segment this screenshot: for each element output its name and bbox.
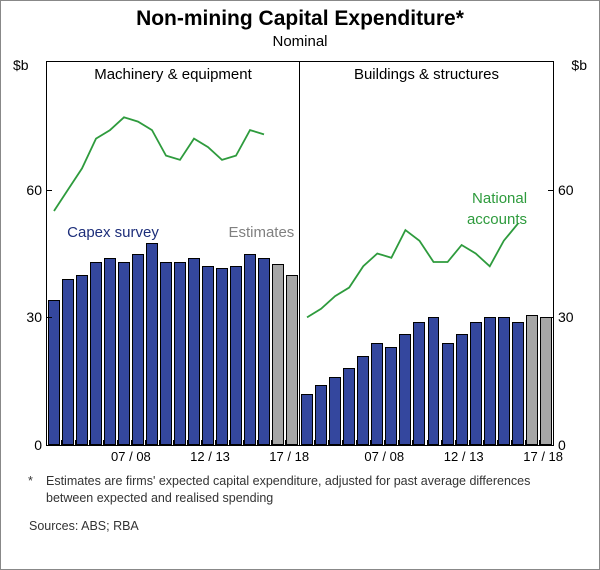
tick-mark bbox=[370, 440, 371, 445]
tick-mark bbox=[511, 440, 512, 445]
tick-mark bbox=[398, 440, 399, 445]
panel-left: Machinery & equipment Capex surveyEstima… bbox=[47, 62, 300, 445]
x-tick-label: 12 / 13 bbox=[190, 449, 230, 464]
tick-mark bbox=[548, 317, 553, 318]
tick-mark bbox=[47, 190, 52, 191]
tick-mark bbox=[412, 440, 413, 445]
y-tick-label: 60 bbox=[553, 182, 574, 198]
tick-mark bbox=[47, 317, 52, 318]
tick-mark bbox=[525, 440, 526, 445]
tick-mark bbox=[61, 440, 62, 445]
tick-mark bbox=[159, 440, 160, 445]
y-tick-label: 30 bbox=[553, 309, 574, 325]
chart-subtitle: Nominal bbox=[1, 33, 599, 50]
series-label: Estimates bbox=[228, 224, 294, 241]
x-tick-label: 17 / 18 bbox=[269, 449, 309, 464]
tick-mark bbox=[356, 440, 357, 445]
tick-mark bbox=[314, 440, 315, 445]
tick-mark bbox=[384, 440, 385, 445]
tick-mark bbox=[243, 440, 244, 445]
y-tick-label: 60 bbox=[26, 182, 47, 198]
series-label: Capex survey bbox=[67, 224, 159, 241]
tick-mark bbox=[328, 440, 329, 445]
chart-title: Non-mining Capital Expenditure* bbox=[1, 7, 599, 31]
tick-mark bbox=[215, 440, 216, 445]
tick-mark bbox=[131, 440, 132, 445]
tick-mark bbox=[469, 440, 470, 445]
tick-mark bbox=[201, 440, 202, 445]
tick-mark bbox=[539, 440, 540, 445]
x-tick-label: 07 / 08 bbox=[111, 449, 151, 464]
tick-mark bbox=[229, 440, 230, 445]
footnote-marker: * bbox=[28, 473, 33, 490]
tick-mark bbox=[427, 440, 428, 445]
series-label: accounts bbox=[467, 211, 527, 228]
tick-mark bbox=[103, 440, 104, 445]
x-tick-label: 07 / 08 bbox=[364, 449, 404, 464]
panel-right: Buildings & structures Nationalaccounts0… bbox=[300, 62, 553, 445]
tick-mark bbox=[257, 440, 258, 445]
tick-mark bbox=[145, 440, 146, 445]
tick-mark bbox=[342, 440, 343, 445]
y-tick-label: 0 bbox=[34, 437, 47, 453]
tick-mark bbox=[271, 440, 272, 445]
footnote: * Estimates are firms' expected capital … bbox=[46, 473, 554, 507]
sources: Sources: ABS; RBA bbox=[29, 519, 139, 533]
tick-mark bbox=[548, 190, 553, 191]
y-tick-label: 30 bbox=[26, 309, 47, 325]
tick-mark bbox=[117, 440, 118, 445]
tick-mark bbox=[173, 440, 174, 445]
tick-mark bbox=[441, 440, 442, 445]
y-axis-unit-right: $b bbox=[571, 57, 587, 73]
tick-mark bbox=[497, 440, 498, 445]
national-accounts-line bbox=[300, 62, 553, 445]
tick-mark bbox=[285, 440, 286, 445]
footnote-text: Estimates are firms' expected capital ex… bbox=[46, 473, 554, 507]
plot-area: Machinery & equipment Capex surveyEstima… bbox=[46, 61, 554, 446]
tick-mark bbox=[89, 440, 90, 445]
tick-mark bbox=[75, 440, 76, 445]
y-axis-unit-left: $b bbox=[13, 57, 29, 73]
x-tick-label: 12 / 13 bbox=[444, 449, 484, 464]
tick-mark bbox=[187, 440, 188, 445]
national-accounts-line bbox=[47, 62, 299, 445]
y-tick-label: 0 bbox=[553, 437, 566, 453]
tick-mark bbox=[455, 440, 456, 445]
tick-mark bbox=[483, 440, 484, 445]
series-label: National bbox=[472, 190, 527, 207]
chart-container: Non-mining Capital Expenditure* Nominal … bbox=[0, 0, 600, 570]
